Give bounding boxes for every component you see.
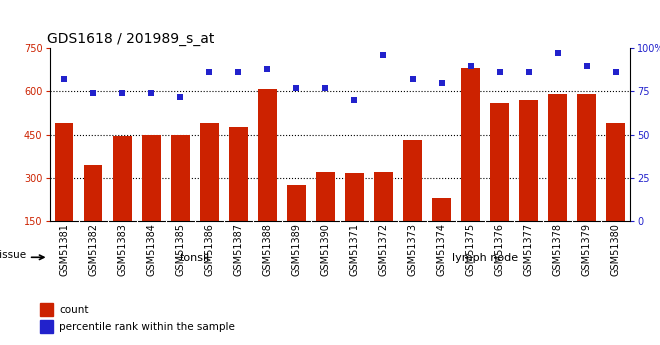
Bar [113,136,131,264]
Bar [229,127,248,264]
Bar [548,94,567,264]
Point [494,70,505,75]
Bar [519,100,538,264]
Text: GSM51383: GSM51383 [117,223,127,276]
Bar [142,135,160,264]
Bar [258,89,277,264]
Bar [316,172,335,264]
Text: GSM51373: GSM51373 [407,223,418,276]
Text: GSM51385: GSM51385 [175,223,185,276]
Text: GSM51371: GSM51371 [349,223,360,276]
Point [146,90,156,96]
Text: GSM51377: GSM51377 [523,223,534,276]
Point [407,77,418,82]
Text: GDS1618 / 201989_s_at: GDS1618 / 201989_s_at [47,31,214,46]
Text: GSM51379: GSM51379 [581,223,592,276]
Bar [40,303,53,316]
Bar [578,94,596,264]
Text: percentile rank within the sample: percentile rank within the sample [59,322,235,332]
Point [233,70,244,75]
Point [320,85,331,91]
Point [465,63,476,68]
Text: GSM51387: GSM51387 [233,223,244,276]
Text: GSM51375: GSM51375 [465,223,476,276]
Point [436,80,447,86]
Bar [490,103,509,264]
Bar [171,135,189,264]
Point [291,85,302,91]
Point [175,94,185,99]
Text: GSM51389: GSM51389 [291,223,302,276]
Text: tonsil: tonsil [180,253,210,263]
Point [378,52,389,58]
Text: GSM51382: GSM51382 [88,223,98,276]
Text: GSM51384: GSM51384 [146,223,156,276]
Text: GSM51376: GSM51376 [494,223,505,276]
Point [610,70,621,75]
Text: count: count [59,305,89,315]
Bar [432,198,451,264]
Point [88,90,98,96]
Text: GSM51388: GSM51388 [262,223,273,276]
Text: GSM51380: GSM51380 [610,223,621,276]
Point [552,51,563,56]
Text: GSM51372: GSM51372 [378,223,389,276]
Bar [403,140,422,264]
Bar [200,123,218,264]
Point [59,77,69,82]
Bar [40,320,53,333]
Point [262,66,273,72]
Bar [607,123,625,264]
Text: lymph node: lymph node [452,253,518,263]
Bar [287,185,306,264]
Text: GSM51390: GSM51390 [320,223,331,276]
Point [349,97,360,103]
Point [523,70,534,75]
Point [117,90,127,96]
Text: GSM51378: GSM51378 [552,223,563,276]
Text: tissue: tissue [0,250,27,260]
Bar [374,172,393,264]
Bar [461,68,480,264]
Bar [55,123,73,264]
Text: GSM51381: GSM51381 [59,223,69,276]
Text: GSM51374: GSM51374 [436,223,447,276]
Point [204,70,214,75]
Bar [345,172,364,264]
Text: GSM51386: GSM51386 [204,223,214,276]
Point [581,63,592,68]
Bar [84,165,102,264]
